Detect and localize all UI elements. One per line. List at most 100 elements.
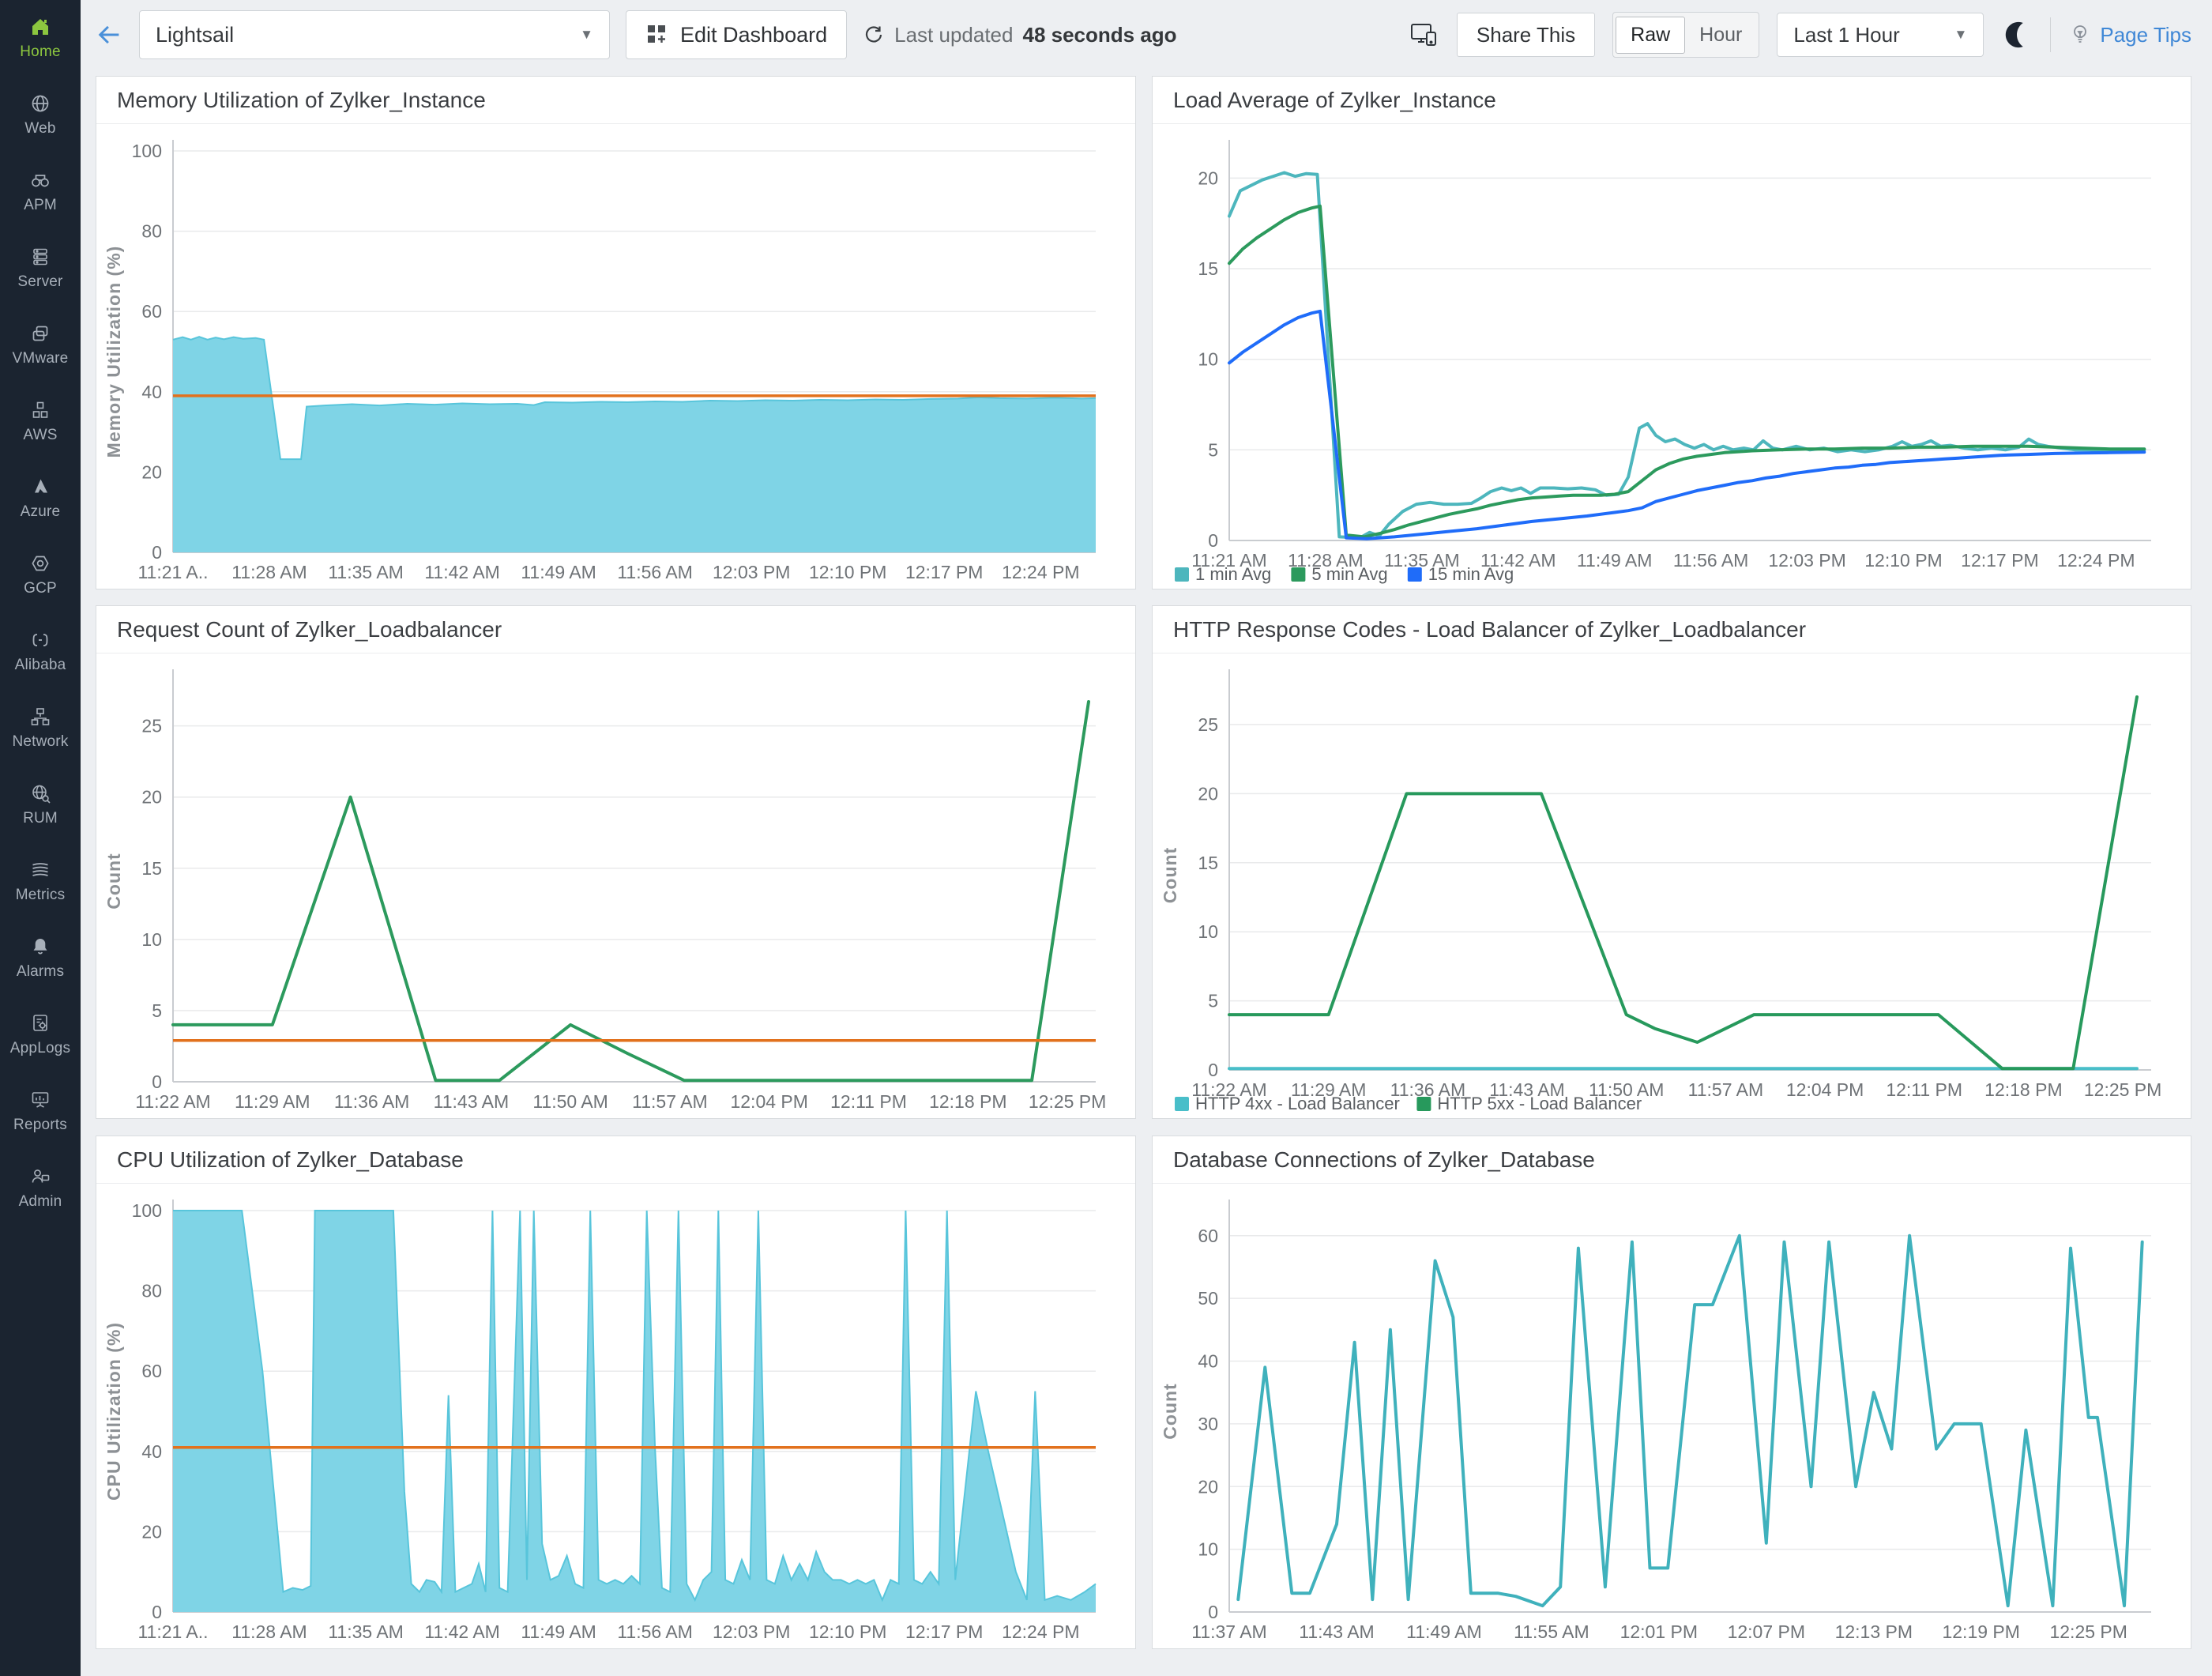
page-tips-link[interactable]: Page Tips <box>2068 23 2191 47</box>
sidebar-item-aws[interactable]: AWS <box>0 383 81 460</box>
chart-canvas[interactable]: 0 10 20 30 40 50 60 11:37 AM 11:43 AM 11:49 AM 11:… <box>1153 1184 2191 1648</box>
svg-text:12:04 PM: 12:04 PM <box>1786 1079 1864 1100</box>
svg-text:12:25 PM: 12:25 PM <box>2049 1621 2127 1642</box>
refresh-icon[interactable] <box>863 24 885 46</box>
divider <box>2050 17 2052 52</box>
sidebar-item-alarms[interactable]: Alarms <box>0 920 81 996</box>
sidebar-item-apm[interactable]: APM <box>0 153 81 230</box>
svg-text:0: 0 <box>1208 1060 1218 1080</box>
svg-text:11:56 AM: 11:56 AM <box>617 562 692 582</box>
svg-text:12:10 PM: 12:10 PM <box>809 1621 886 1642</box>
svg-text:12:18 PM: 12:18 PM <box>929 1091 1006 1112</box>
svg-text:11:49 AM: 11:49 AM <box>1577 550 1652 571</box>
svg-text:Count: Count <box>1160 847 1180 903</box>
chevron-down-icon: ▼ <box>1954 27 1968 42</box>
svg-text:12:03 PM: 12:03 PM <box>713 1621 790 1642</box>
last-updated-prefix: Last updated <box>894 22 1014 47</box>
svg-text:15: 15 <box>1198 258 1218 279</box>
sidebar-item-server[interactable]: Server <box>0 230 81 307</box>
last-updated: Last updated 48 seconds ago <box>863 22 1177 47</box>
svg-text:40: 40 <box>141 382 162 402</box>
share-this-button[interactable]: Share This <box>1456 13 1596 57</box>
sidebar-item-rum[interactable]: RUM <box>0 766 81 843</box>
memory-utilization-chart[interactable]: 0 20 40 60 80 100 11:21 A.. 11:28 AM 11:35 AM 11:… <box>96 124 1135 589</box>
svg-text:5: 5 <box>1208 439 1218 460</box>
svg-text:12:25 PM: 12:25 PM <box>2084 1079 2161 1100</box>
panel-cpu-utilization: CPU Utilization of Zylker_Database 0 20 40… <box>96 1136 1136 1649</box>
panel-load-average: Load Average of Zylker_Instance 0 5 10 15 20… <box>1152 76 2191 589</box>
svg-text:Memory Utilization (%): Memory Utilization (%) <box>103 246 124 458</box>
sidebar-item-azure[interactable]: Azure <box>0 460 81 537</box>
svg-text:100: 100 <box>132 1200 162 1221</box>
svg-text:30: 30 <box>1198 1414 1218 1434</box>
svg-text:11:35 AM: 11:35 AM <box>328 1621 403 1642</box>
sidebar-item-alibaba[interactable]: Alibaba <box>0 613 81 690</box>
request-count-chart[interactable]: 0 5 10 15 20 25 11:22 AM 11:29 AM 11:36 AM 11:43 … <box>96 653 1135 1118</box>
svg-text:10: 10 <box>141 929 162 950</box>
sidebar-item-home[interactable]: Home <box>0 0 81 77</box>
svg-text:11:50 AM: 11:50 AM <box>1589 1079 1664 1100</box>
svg-text:11:35 AM: 11:35 AM <box>1384 550 1459 571</box>
aws-icon <box>29 399 51 421</box>
chart-canvas[interactable]: 0 20 40 60 80 100 11:21 A.. 11:28 AM 11:35 AM 11:… <box>96 124 1135 589</box>
svg-text:60: 60 <box>141 301 162 322</box>
svg-text:12:07 PM: 12:07 PM <box>1728 1621 1805 1642</box>
http-response-codes-chart[interactable]: 0 5 10 15 20 25 11:22 AM 11:29 AM 11:36 AM 11:43 … <box>1153 653 2191 1118</box>
svg-text:80: 80 <box>141 1281 162 1301</box>
azure-icon <box>29 476 51 498</box>
chart-canvas[interactable]: 0 5 10 15 20 11:21 AM 11:28 AM 11:35 AM 11:42 AM… <box>1153 124 2191 589</box>
panel-memory-utilization: Memory Utilization of Zylker_Instance 0 2… <box>96 76 1136 589</box>
sidebar-item-reports[interactable]: Reports <box>0 1073 81 1150</box>
svg-text:11:49 AM: 11:49 AM <box>521 1621 596 1642</box>
sidebar-item-web[interactable]: Web <box>0 77 81 153</box>
sidebar: Home Web APM Server VMware AWS Azure GCP… <box>0 0 81 1676</box>
svg-text:12:24 PM: 12:24 PM <box>1002 1621 1079 1642</box>
svg-text:1 min Avg: 1 min Avg <box>1195 564 1271 584</box>
cpu-utilization-chart[interactable]: 0 20 40 60 80 100 11:21 A.. 11:28 AM 11:35 AM 11:… <box>96 1184 1135 1648</box>
database-connections-chart[interactable]: 0 10 20 30 40 50 60 11:37 AM 11:43 AM 11:49 AM 11:… <box>1153 1184 2191 1648</box>
chart-canvas[interactable]: 0 5 10 15 20 25 11:22 AM 11:29 AM 11:36 AM 11:43 … <box>1153 653 2191 1118</box>
chart-canvas[interactable]: 0 20 40 60 80 100 11:21 A.. 11:28 AM 11:35 AM 11:… <box>96 1184 1135 1648</box>
sidebar-item-applogs[interactable]: AppLogs <box>0 996 81 1073</box>
time-range-selector[interactable]: Last 1 Hour ▼ <box>1777 13 1984 57</box>
back-button[interactable] <box>95 21 123 49</box>
svg-text:0: 0 <box>152 542 162 563</box>
home-icon <box>29 16 51 38</box>
svg-text:11:49 AM: 11:49 AM <box>521 562 596 582</box>
share-this-label: Share This <box>1476 22 1576 47</box>
svg-text:0: 0 <box>1208 530 1218 551</box>
svg-text:0: 0 <box>152 1072 162 1092</box>
svg-text:12:17 PM: 12:17 PM <box>905 562 983 582</box>
svg-text:60: 60 <box>1198 1226 1218 1246</box>
sidebar-item-metrics[interactable]: Metrics <box>0 843 81 920</box>
svg-text:11:28 AM: 11:28 AM <box>231 1621 307 1642</box>
svg-text:12:19 PM: 12:19 PM <box>1942 1621 2019 1642</box>
svg-text:40: 40 <box>1198 1351 1218 1372</box>
granularity-raw[interactable]: Raw <box>1616 16 1686 54</box>
svg-text:12:10 PM: 12:10 PM <box>809 562 886 582</box>
svg-text:12:17 PM: 12:17 PM <box>1961 550 2038 571</box>
svg-text:12:04 PM: 12:04 PM <box>730 1091 807 1112</box>
svg-text:11:43 AM: 11:43 AM <box>434 1091 509 1112</box>
svg-text:60: 60 <box>141 1361 162 1381</box>
chart-canvas[interactable]: 0 5 10 15 20 25 11:22 AM 11:29 AM 11:36 AM 11:43 … <box>96 653 1135 1118</box>
edit-dashboard-icon <box>648 25 665 43</box>
svg-text:HTTP 5xx - Load Balancer: HTTP 5xx - Load Balancer <box>1437 1094 1642 1113</box>
sidebar-item-vmware[interactable]: VMware <box>0 307 81 383</box>
svg-text:5: 5 <box>152 1000 162 1021</box>
sidebar-item-network[interactable]: Network <box>0 690 81 766</box>
dark-mode-moon-icon[interactable] <box>2001 19 2033 51</box>
granularity-hour[interactable]: Hour <box>1699 23 1743 46</box>
svg-text:11:42 AM: 11:42 AM <box>424 1621 499 1642</box>
svg-text:CPU Utilization (%): CPU Utilization (%) <box>103 1322 124 1501</box>
sidebar-item-admin[interactable]: Admin <box>0 1150 81 1226</box>
devices-icon[interactable] <box>1408 19 1439 51</box>
panel-http-response-codes: HTTP Response Codes - Load Balancer of Z… <box>1152 605 2191 1119</box>
load-average-chart[interactable]: 0 5 10 15 20 11:21 AM 11:28 AM 11:35 AM 11:42 AM… <box>1153 124 2191 589</box>
sidebar-item-gcp[interactable]: GCP <box>0 537 81 613</box>
svg-text:5: 5 <box>1208 991 1218 1011</box>
edit-dashboard-button[interactable]: Edit Dashboard <box>626 10 848 59</box>
rum-icon <box>29 782 51 804</box>
svg-text:12:03 PM: 12:03 PM <box>1768 550 1845 571</box>
dashboard-selector[interactable]: Lightsail ▼ <box>139 10 610 59</box>
